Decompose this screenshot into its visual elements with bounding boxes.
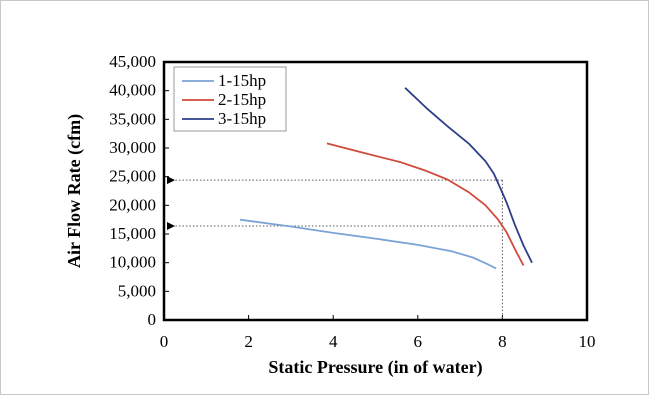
x-tick-label: 4 xyxy=(329,332,338,351)
series-line-1-15hp xyxy=(239,218,497,270)
legend-label: 1-15hp xyxy=(218,71,266,90)
y-tick-label: 5,000 xyxy=(118,281,156,300)
plot-area-border xyxy=(162,60,589,322)
y-tick-label: 40,000 xyxy=(109,81,156,100)
x-tick-label: 2 xyxy=(244,332,253,351)
x-tick-label: 8 xyxy=(498,332,507,351)
y-tick-label: 20,000 xyxy=(109,195,156,214)
y-tick-label: 25,000 xyxy=(109,167,156,186)
legend-label: 2-15hp xyxy=(218,90,266,109)
y-tick-label: 10,000 xyxy=(109,253,156,272)
y-tick-label: 15,000 xyxy=(109,224,156,243)
y-tick-label: 45,000 xyxy=(109,52,156,71)
x-tick-label: 6 xyxy=(414,332,423,351)
legend-box xyxy=(173,66,287,132)
x-tick-label: 10 xyxy=(579,332,596,351)
y-tick-label: 35,000 xyxy=(109,109,156,128)
y-tick-label: 30,000 xyxy=(109,138,156,157)
y-axis-title: Air Flow Rate (cfm) xyxy=(64,114,85,268)
x-axis-title: Static Pressure (in of water) xyxy=(268,357,482,378)
x-tick-label: 0 xyxy=(160,332,169,351)
y-tick-label: 0 xyxy=(148,310,157,329)
legend-label: 3-15hp xyxy=(218,109,266,128)
series-line-3-15hp xyxy=(404,87,533,264)
series-line-2-15hp xyxy=(326,142,525,266)
